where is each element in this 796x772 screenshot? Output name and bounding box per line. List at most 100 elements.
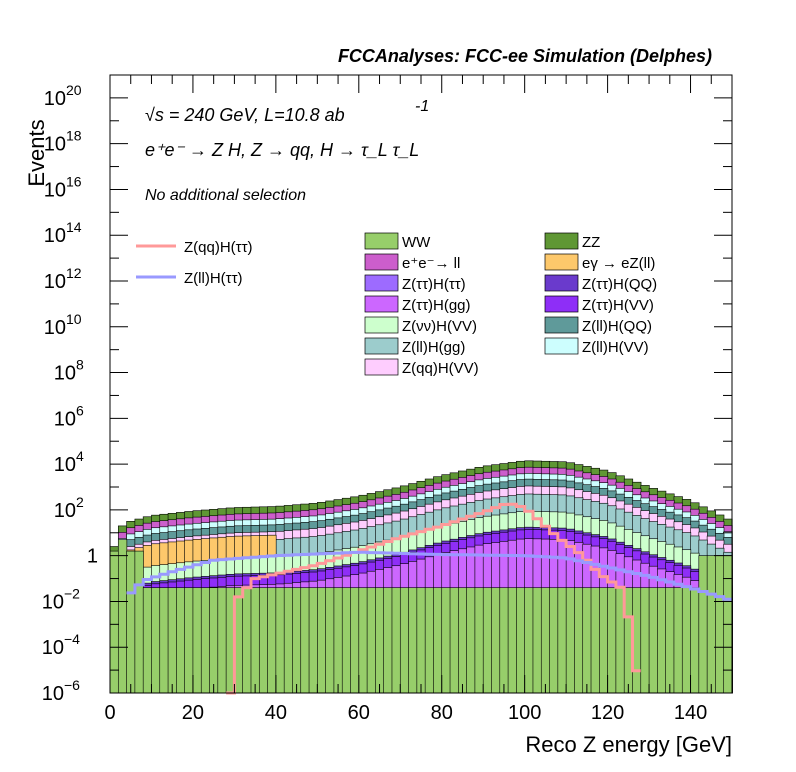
x-tick-label-100: 100 <box>508 702 541 724</box>
y-tick-label--6: 10 −6 <box>42 677 80 705</box>
svg-text:−6: −6 <box>64 677 80 693</box>
legend-item-Z(ll)H(QQ): Z(ll)H(QQ) <box>544 316 652 335</box>
svg-text:10: 10 <box>44 134 66 156</box>
bin-WW-10 <box>192 587 202 694</box>
svg-text:10: 10 <box>44 88 66 110</box>
svg-text:−2: −2 <box>64 585 80 601</box>
legend-item-Z(ττ)H(gg): Z(ττ)H(gg) <box>364 295 471 314</box>
bin-WW-17 <box>250 587 260 694</box>
svg-text:Z(ll)H(gg): Z(ll)H(gg) <box>402 339 465 356</box>
legend-item-Z(νν)H(VV): Z(νν)H(VV) <box>364 316 477 335</box>
x-tick-label-120: 120 <box>591 702 624 724</box>
bin-WW-60 <box>607 587 617 694</box>
svg-text:10: 10 <box>66 311 82 327</box>
bin-WW-71 <box>698 555 708 694</box>
bin-WW-6 <box>159 587 169 694</box>
bin-WW-24 <box>308 587 318 694</box>
svg-text:16: 16 <box>66 173 82 189</box>
bin-WW-26 <box>325 587 335 694</box>
svg-text:eγ → eZ(ll): eγ → eZ(ll) <box>582 255 655 272</box>
bin-WW-40 <box>441 587 451 694</box>
bin-WW-58 <box>590 587 600 694</box>
bin-WW-28 <box>341 587 352 694</box>
annotation-process: e⁺e⁻ → Z H, Z → qq, H → τ_L τ_L <box>145 140 419 160</box>
legend-item-e⁺e⁻→ ll: e⁺e⁻→ ll <box>364 253 460 272</box>
svg-text:10: 10 <box>42 683 64 705</box>
bin-WW-59 <box>599 587 609 694</box>
y-axis-title: Events <box>24 119 49 186</box>
bin-WW-29 <box>350 587 360 694</box>
svg-text:Z(ll)H(QQ): Z(ll)H(QQ) <box>582 318 652 335</box>
bin-WW-12 <box>209 587 219 694</box>
x-tick-label-40: 40 <box>265 702 287 724</box>
bin-WW-23 <box>300 587 310 694</box>
bin-WW-20 <box>275 587 285 694</box>
legend-item-Z(qq)H(VV): Z(qq)H(VV) <box>364 358 479 377</box>
legend-item-Z(ττ)H(QQ): Z(ττ)H(QQ) <box>544 274 657 293</box>
svg-text:2: 2 <box>76 494 84 510</box>
bin-WW-55 <box>565 587 576 694</box>
bin-WW-56 <box>574 587 584 694</box>
bin-WW-43 <box>466 587 476 694</box>
legend-item-Z(ll)H(gg): Z(ll)H(gg) <box>364 337 465 356</box>
x-axis-title: Reco Z energy [GeV] <box>525 732 732 757</box>
bin-WW-33 <box>383 587 393 694</box>
svg-text:1: 1 <box>87 546 98 568</box>
bin-WW-13 <box>217 587 227 694</box>
y-tick-label-10: 10 10 <box>44 311 82 339</box>
svg-text:12: 12 <box>66 265 82 281</box>
bin-WW-4 <box>142 587 153 694</box>
y-tick-label-16: 10 16 <box>44 173 82 201</box>
line-Z(ll)H(ττ) <box>126 550 732 601</box>
y-tick-label--4: 10 −4 <box>42 631 80 659</box>
svg-text:10: 10 <box>44 317 66 339</box>
bin-WW-9 <box>184 587 194 694</box>
bin-WW-18 <box>258 587 269 694</box>
annotation-selection: No additional selection <box>145 187 306 204</box>
annotation-lumi-exp: -1 <box>415 98 429 115</box>
svg-text:Z(ττ)H(ττ): Z(ττ)H(ττ) <box>402 276 466 293</box>
bin-WW-39 <box>433 587 443 694</box>
bin-WW-1 <box>117 539 128 694</box>
legend-line-Z(ll)H(ττ): Z(ll)H(ττ) <box>136 270 243 287</box>
bin-WW-5 <box>151 587 161 694</box>
svg-text:Z(ll)H(ττ): Z(ll)H(ττ) <box>184 270 243 287</box>
bin-WW-47 <box>499 587 509 694</box>
bin-WW-19 <box>267 587 277 694</box>
bin-WW-64 <box>640 587 650 694</box>
legend-item-Z(ll)H(VV): Z(ll)H(VV) <box>544 337 649 356</box>
bin-WW-0 <box>109 550 119 694</box>
bin-WW-7 <box>167 587 177 694</box>
svg-text:−4: −4 <box>64 631 80 647</box>
svg-text:Z(ττ)H(QQ): Z(ττ)H(QQ) <box>582 276 657 293</box>
svg-text:10: 10 <box>42 637 64 659</box>
bin-WW-41 <box>449 587 459 694</box>
legend-item-Z(ττ)H(VV): Z(ττ)H(VV) <box>544 295 654 314</box>
bin-WW-30 <box>358 587 368 694</box>
legend-item-Z(ττ)H(ττ): Z(ττ)H(ττ) <box>364 274 466 293</box>
svg-text:Z(ττ)H(gg): Z(ττ)H(gg) <box>402 297 471 314</box>
legend-item-WW: WW <box>364 232 431 251</box>
bin-WW-70 <box>690 587 700 694</box>
y-tick-label-4: 10 4 <box>54 448 84 476</box>
bin-WW-50 <box>524 587 534 694</box>
svg-text:10: 10 <box>44 179 66 201</box>
svg-text:20: 20 <box>66 82 82 98</box>
bin-WW-42 <box>458 587 468 694</box>
bin-WW-25 <box>317 587 327 694</box>
bin-WW-66 <box>657 587 667 694</box>
bin-WW-68 <box>673 587 683 694</box>
svg-text:4: 4 <box>76 448 84 464</box>
bin-WW-49 <box>516 587 526 694</box>
svg-text:ZZ: ZZ <box>582 234 600 251</box>
bin-WW-54 <box>557 587 567 694</box>
stack-WW <box>109 539 733 694</box>
bin-WW-22 <box>292 587 302 694</box>
svg-text:10: 10 <box>54 408 76 430</box>
bin-WW-67 <box>665 587 675 694</box>
bin-WW-52 <box>540 587 551 694</box>
bin-WW-38 <box>424 587 435 694</box>
svg-text:18: 18 <box>66 128 82 144</box>
x-tick-label-0: 0 <box>104 702 115 724</box>
bin-WW-34 <box>391 587 401 694</box>
